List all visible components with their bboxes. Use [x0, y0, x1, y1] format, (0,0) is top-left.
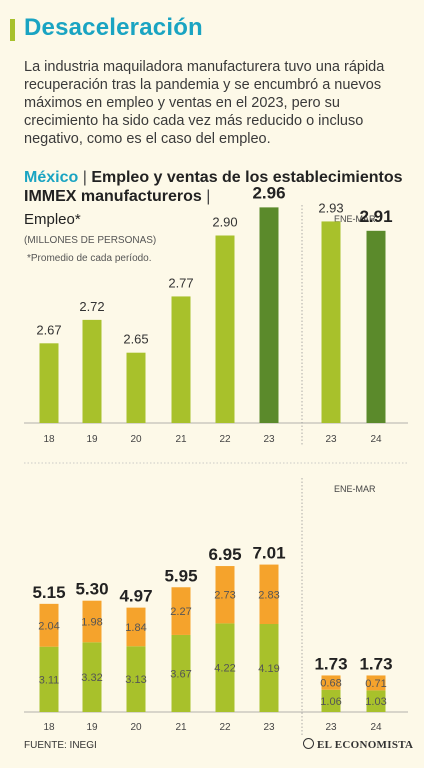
chart-heading-separator: |	[82, 169, 87, 186]
sales-bar-segment-upper	[259, 564, 279, 625]
sales-bar-segment-upper	[82, 600, 102, 643]
employment-chart-title: Empleo*	[24, 211, 81, 228]
sales-lower-value-label: 1.06	[320, 696, 341, 708]
chart-heading-country: México	[24, 169, 79, 186]
employment-chart-units: (MILLONES DE PERSONAS)	[24, 235, 157, 246]
sales-upper-value-label: 2.04	[38, 620, 59, 632]
sales-total-label: 5.15	[32, 583, 65, 602]
page-title: Desaceleración	[24, 14, 203, 41]
employment-value-label: 2.65	[123, 332, 148, 347]
sales-x-tick: 18	[43, 722, 55, 733]
logo-text: EL ECONOMISTA	[317, 739, 414, 751]
employment-value-label: 2.96	[252, 183, 285, 202]
sales-lower-value-label: 3.32	[81, 672, 102, 684]
employment-value-label: 2.67	[36, 322, 61, 337]
sales-bar-segment-upper	[321, 675, 341, 690]
sales-upper-value-label: 2.73	[214, 590, 235, 602]
employment-bar	[126, 352, 146, 423]
sales-lower-value-label: 1.03	[365, 696, 386, 708]
source-note: FUENTE: INEGI	[24, 740, 97, 751]
sales-bar-segment-upper	[171, 587, 191, 635]
sales-bar-segment-lower	[366, 690, 386, 712]
sales-x-tick: 23	[325, 722, 337, 733]
sales-lower-value-label: 3.13	[125, 674, 146, 686]
employment-bar	[366, 230, 386, 423]
logo-mark-icon	[303, 738, 314, 749]
sales-total-label: 5.95	[164, 566, 197, 585]
sales-upper-value-label: 0.68	[320, 678, 341, 690]
sales-lower-value-label: 3.67	[170, 668, 191, 680]
sales-upper-value-label: 1.84	[125, 622, 146, 634]
employment-x-tick: 23	[325, 434, 337, 445]
sales-bar-segment-lower	[215, 623, 235, 712]
chart-heading-title: Empleo y ventas de los establecimientos …	[24, 169, 403, 205]
sales-x-tick: 24	[370, 722, 382, 733]
sales-x-tick: 21	[175, 722, 187, 733]
sales-lower-value-label: 4.22	[214, 663, 235, 675]
sales-bar-segment-upper	[366, 675, 386, 691]
sales-upper-value-label: 0.71	[365, 678, 386, 690]
employment-x-tick: 21	[175, 434, 187, 445]
sales-lower-value-label: 4.19	[258, 663, 279, 675]
sales-bar-segment-upper	[39, 603, 59, 647]
el-economista-logo: EL ECONOMISTA	[303, 738, 413, 751]
sales-total-label: 4.97	[119, 587, 152, 606]
employment-chart-note: *Promedio de cada período.	[27, 253, 152, 264]
employment-x-tick: 22	[219, 434, 231, 445]
employment-period-label: ENE-MAR	[334, 214, 376, 224]
sales-lower-value-label: 3.11	[39, 674, 60, 686]
sales-bar-segment-lower	[321, 689, 341, 712]
employment-x-tick: 23	[263, 434, 275, 445]
employment-value-label: 2.93	[318, 200, 343, 215]
employment-x-tick: 18	[43, 434, 55, 445]
employment-value-label: 2.77	[168, 275, 193, 290]
employment-bar	[259, 207, 279, 423]
employment-x-tick: 20	[130, 434, 142, 445]
sales-period-label: ENE-MAR	[334, 484, 376, 494]
sales-upper-value-label: 2.83	[258, 589, 279, 601]
employment-bar	[215, 235, 235, 423]
sales-bar-segment-lower	[171, 634, 191, 712]
title-accent-bar	[10, 19, 15, 41]
sales-total-label: 6.95	[208, 545, 241, 564]
sales-upper-value-label: 1.98	[81, 616, 102, 628]
sales-upper-value-label: 2.27	[170, 606, 191, 618]
intro-text: La industria maquiladora manufacturera t…	[24, 59, 385, 147]
sales-x-tick: 20	[130, 722, 142, 733]
sales-bar-segment-upper	[215, 566, 235, 624]
employment-x-tick: 19	[86, 434, 98, 445]
sales-total-label: 7.01	[252, 544, 285, 563]
employment-bar	[39, 343, 59, 423]
sales-total-label: 1.73	[314, 654, 347, 673]
chart-heading-trailing-separator: |	[206, 188, 211, 205]
sales-bar-segment-lower	[39, 646, 59, 712]
sales-bar-segment-lower	[126, 646, 146, 712]
sales-x-tick: 23	[263, 722, 275, 733]
employment-value-label: 2.72	[79, 299, 104, 314]
employment-bar	[82, 319, 102, 423]
employment-bar	[171, 296, 191, 423]
employment-value-label: 2.90	[212, 215, 237, 230]
employment-value-label: 2.91	[359, 207, 392, 226]
sales-x-tick: 22	[219, 722, 231, 733]
chart-heading: México | Empleo y ventas de los establec…	[24, 168, 408, 206]
sales-bar-segment-lower	[259, 624, 279, 712]
employment-bar	[321, 221, 341, 423]
sales-total-label: 5.30	[75, 580, 108, 599]
sales-x-tick: 19	[86, 722, 98, 733]
sales-bar-segment-upper	[126, 607, 146, 647]
sales-bar-segment-lower	[82, 642, 102, 712]
sales-total-label: 1.73	[359, 654, 392, 673]
employment-x-tick: 24	[370, 434, 382, 445]
